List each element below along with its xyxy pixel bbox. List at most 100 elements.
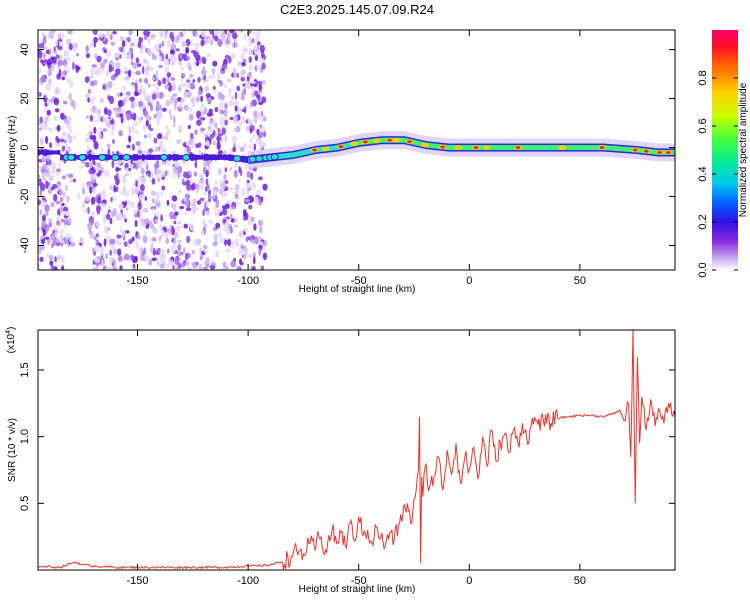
noise-speckle (105, 69, 110, 77)
track-blob (233, 155, 242, 163)
noise-speckle (109, 217, 113, 225)
noise-speckle (171, 35, 175, 43)
track-band (86, 155, 90, 160)
noise-speckle (188, 66, 192, 71)
noise-speckle (140, 159, 145, 164)
track-core (287, 152, 291, 158)
track-core (281, 153, 284, 159)
noise-speckle (56, 220, 61, 226)
noise-speckle (151, 257, 157, 262)
noise-speckle (261, 79, 266, 86)
track-core (586, 145, 590, 151)
snr-exponent: (x104) (5, 327, 17, 354)
noise-speckle (185, 207, 192, 212)
noise-speckle (174, 98, 178, 106)
noise-speckle (254, 55, 259, 61)
noise-speckle (188, 113, 194, 121)
track-band (95, 155, 99, 160)
noise-speckle (243, 105, 247, 114)
noise-speckle (103, 238, 107, 247)
noise-speckle (234, 91, 238, 100)
noise-speckle (234, 39, 238, 48)
noise-speckle (92, 266, 99, 270)
track-core (493, 145, 497, 151)
noise-speckle (92, 182, 98, 187)
noise-speckle (223, 173, 227, 181)
noise-speckle (130, 158, 134, 165)
noise-speckle (217, 149, 224, 156)
noise-speckle (148, 258, 153, 266)
noise-speckle (132, 121, 139, 127)
noise-speckle (193, 171, 198, 177)
track-band (75, 155, 79, 160)
noise-speckle (156, 133, 163, 140)
noise-speckle (38, 199, 42, 205)
track-core (584, 145, 587, 151)
noise-speckle (55, 238, 60, 244)
noise-speckle (134, 100, 137, 108)
noise-speckle (200, 116, 206, 121)
noise-speckle (186, 145, 191, 154)
noise-speckle (238, 64, 241, 68)
noise-speckle (188, 107, 192, 114)
noise-speckle (109, 244, 116, 249)
track-hotspot-core (311, 148, 317, 152)
track-core (329, 145, 333, 151)
noise-speckle (221, 127, 227, 135)
noise-speckle (123, 241, 129, 247)
noise-speckle (122, 48, 126, 56)
noise-speckle (109, 249, 112, 256)
noise-speckle (49, 260, 54, 266)
noise-speckle (227, 87, 232, 94)
noise-speckle (56, 168, 62, 173)
noise-speckle (191, 102, 195, 108)
noise-speckle (224, 192, 228, 197)
track-core (298, 150, 302, 156)
noise-speckle (235, 125, 241, 133)
noise-speckle (38, 226, 41, 232)
noise-speckle (194, 183, 200, 190)
snr-exponent-base: (x10 (6, 333, 17, 353)
track-band (243, 156, 247, 163)
track-band (212, 154, 216, 160)
noise-speckle (185, 142, 190, 147)
noise-speckle (225, 218, 229, 223)
noise-speckle (85, 93, 89, 99)
track-core (579, 145, 583, 151)
track-core (294, 151, 298, 157)
noise-speckle (211, 73, 216, 79)
noise-speckle (226, 43, 229, 48)
noise-speckle (68, 80, 74, 89)
noise-speckle (254, 90, 259, 97)
noise-speckle (97, 108, 101, 115)
track-core (436, 143, 439, 149)
noise-speckle (151, 93, 157, 100)
noise-speckle (65, 56, 71, 62)
track-band (106, 154, 110, 161)
noise-speckle (165, 237, 170, 244)
noise-speckle (68, 173, 74, 178)
noise-speckle (53, 116, 59, 121)
noise-speckle (211, 68, 216, 73)
track-band (175, 154, 178, 161)
noise-speckle (189, 82, 195, 90)
noise-speckle (51, 265, 54, 270)
noise-speckle (100, 247, 105, 254)
noise-speckle (260, 115, 264, 123)
noise-speckle (39, 137, 44, 146)
noise-speckle (155, 70, 159, 77)
track-band (135, 154, 138, 161)
noise-speckle (159, 224, 163, 231)
noise-speckle (231, 135, 238, 144)
noise-speckle (39, 256, 44, 263)
noise-speckle (66, 133, 71, 139)
noise-speckle (150, 67, 154, 71)
noise-speckle (88, 229, 93, 235)
noise-speckle (198, 179, 205, 185)
noise-speckle (253, 115, 258, 124)
noise-speckle (206, 129, 211, 135)
noise-speckle (189, 132, 194, 140)
noise-speckle (121, 85, 126, 91)
noise-speckle (205, 210, 211, 215)
track-core (451, 145, 455, 151)
